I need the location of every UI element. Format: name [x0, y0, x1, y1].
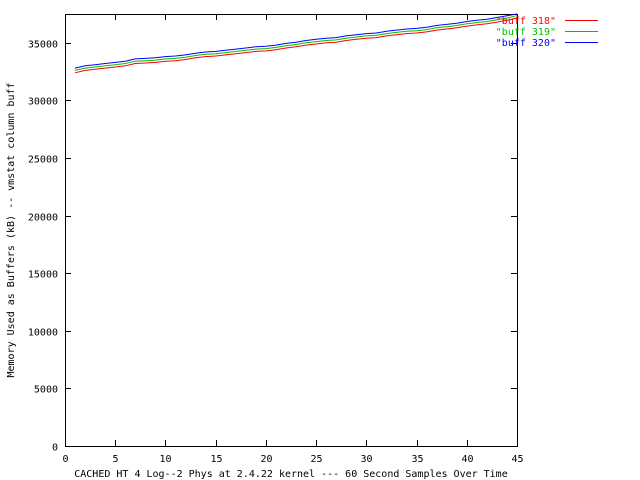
y-tick-label: 15000: [28, 270, 58, 281]
x-tick-label: 0: [62, 454, 68, 465]
series-line-0: [74, 17, 518, 74]
x-tick-label: 35: [411, 454, 423, 465]
x-tick-label: 15: [210, 454, 222, 465]
x-tick-label: 10: [159, 454, 171, 465]
y-tick-label: 0: [52, 443, 58, 454]
x-axis-label: CACHED HT 4 Log--2 Phys at 2.4.22 kernel…: [74, 469, 507, 480]
series-line-1: [74, 15, 518, 71]
y-tick-label: 10000: [28, 328, 58, 339]
y-tick-label: 35000: [28, 40, 58, 51]
x-tick-label: 20: [260, 454, 272, 465]
plot-frame: [65, 14, 518, 447]
x-tick-label: 45: [511, 454, 523, 465]
x-axis: 0 5 10 15 20 25 30 35 40 45: [62, 14, 524, 465]
legend: "buff 318""buff 319""buff 320": [496, 16, 598, 49]
y-tick-label: 5000: [34, 385, 58, 396]
x-tick-label: 30: [360, 454, 372, 465]
series-lines: [74, 13, 518, 74]
x-tick-label: 25: [310, 454, 322, 465]
x-tick-label: 5: [112, 454, 118, 465]
legend-label-0: "buff 318": [496, 16, 556, 27]
series-line-2: [74, 13, 518, 69]
legend-label-2: "buff 320": [496, 38, 556, 49]
y-tick-label: 20000: [28, 213, 58, 224]
y-tick-label: 30000: [28, 97, 58, 108]
y-tick-label: 25000: [28, 155, 58, 166]
x-tick-label: 40: [461, 454, 473, 465]
y-axis: 0 5000 10000 15000 20000 25000 30000 35000: [28, 40, 517, 454]
legend-label-1: "buff 319": [496, 27, 556, 38]
y-axis-label: Memory Used as Buffers (kB) -- vmstat co…: [6, 82, 17, 377]
